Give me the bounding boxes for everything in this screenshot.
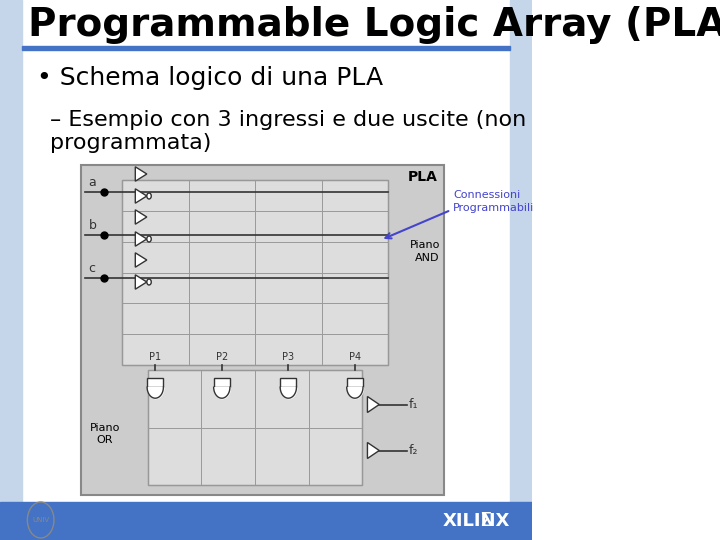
Text: Piano: Piano xyxy=(410,240,440,250)
Text: P2: P2 xyxy=(216,352,228,362)
Bar xyxy=(147,379,163,387)
Bar xyxy=(81,165,444,495)
Text: f₂: f₂ xyxy=(409,444,418,457)
Text: P1: P1 xyxy=(149,352,161,362)
Text: Programmabili: Programmabili xyxy=(453,203,534,213)
Bar xyxy=(122,180,388,365)
Bar xyxy=(0,0,22,540)
Text: XILINX: XILINX xyxy=(443,512,510,530)
Polygon shape xyxy=(135,167,147,181)
Text: a: a xyxy=(89,176,96,189)
Circle shape xyxy=(147,236,151,242)
Text: f₁: f₁ xyxy=(409,398,418,411)
Bar xyxy=(0,502,532,540)
Text: – Esempio con 3 ingressi e due uscite (non
programmata): – Esempio con 3 ingressi e due uscite (n… xyxy=(50,110,526,153)
Text: PLA: PLA xyxy=(408,170,438,184)
Polygon shape xyxy=(367,396,379,413)
Text: b: b xyxy=(89,219,96,232)
Bar xyxy=(22,46,510,50)
Text: • Schema logico di una PLA: • Schema logico di una PLA xyxy=(37,66,383,90)
Circle shape xyxy=(147,279,151,285)
Text: Connessioni: Connessioni xyxy=(453,190,521,200)
Polygon shape xyxy=(135,253,147,267)
Text: UNIV: UNIV xyxy=(32,517,49,523)
Bar xyxy=(280,379,297,387)
Bar xyxy=(510,0,532,540)
Text: P4: P4 xyxy=(348,352,361,362)
Polygon shape xyxy=(135,189,147,203)
Text: AND: AND xyxy=(415,253,440,263)
Bar xyxy=(148,370,362,485)
Bar xyxy=(214,379,230,387)
Text: Piano: Piano xyxy=(90,423,120,433)
Text: Programmable Logic Array (PLA): Programmable Logic Array (PLA) xyxy=(28,6,720,44)
Polygon shape xyxy=(135,232,147,246)
Polygon shape xyxy=(135,275,147,289)
Text: OR: OR xyxy=(96,435,113,445)
Polygon shape xyxy=(367,442,379,458)
Bar xyxy=(347,379,363,387)
Text: c: c xyxy=(89,262,96,275)
Circle shape xyxy=(147,193,151,199)
Text: Σ: Σ xyxy=(479,511,491,530)
Text: P3: P3 xyxy=(282,352,294,362)
Polygon shape xyxy=(135,210,147,224)
